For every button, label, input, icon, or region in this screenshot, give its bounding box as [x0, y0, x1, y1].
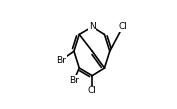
Text: Br: Br — [69, 76, 79, 85]
Text: Cl: Cl — [118, 22, 127, 31]
Text: Br: Br — [56, 56, 66, 65]
Text: N: N — [89, 22, 96, 31]
Text: Cl: Cl — [88, 86, 97, 95]
